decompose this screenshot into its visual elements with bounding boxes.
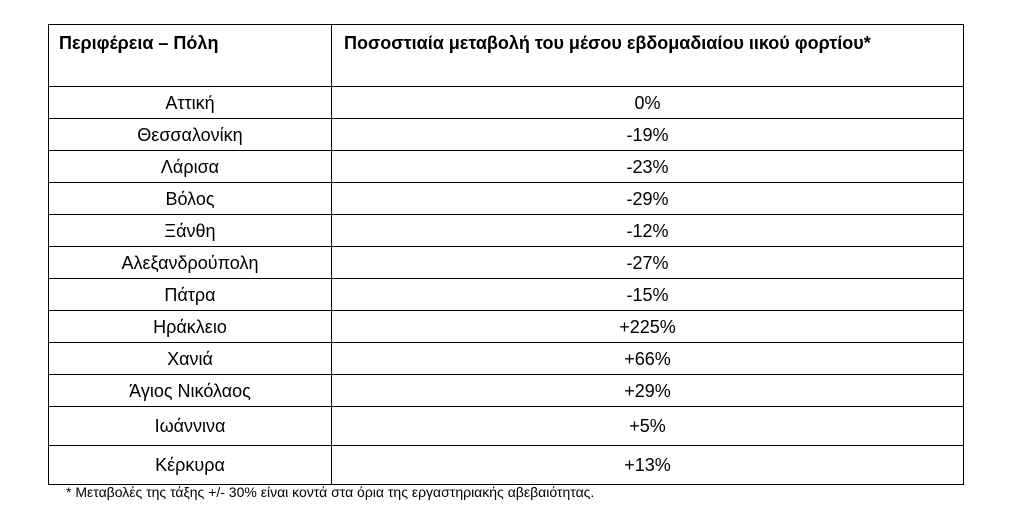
region-cell: Ιωάννινα	[48, 406, 332, 446]
change-cell: -12%	[331, 214, 964, 247]
region-cell: Χανιά	[48, 342, 332, 375]
change-cell: -15%	[331, 278, 964, 311]
region-cell: Άγιος Νικόλαος	[48, 374, 332, 407]
table-row: Λάρισα -23%	[48, 150, 964, 183]
table-row: Αλεξανδρούπολη -27%	[48, 246, 964, 279]
region-cell: Αλεξανδρούπολη	[48, 246, 332, 279]
footnote: * Μεταβολές της τάξης +/- 30% είναι κοντ…	[66, 484, 595, 500]
change-cell: +5%	[331, 406, 964, 446]
change-cell: 0%	[331, 86, 964, 119]
header-region: Περιφέρεια – Πόλη	[48, 24, 332, 87]
viral-load-table: Περιφέρεια – Πόλη Ποσοστιαία μεταβολή το…	[48, 24, 964, 485]
region-cell: Πάτρα	[48, 278, 332, 311]
change-cell: -27%	[331, 246, 964, 279]
change-cell: -23%	[331, 150, 964, 183]
table-row: Πάτρα -15%	[48, 278, 964, 311]
table-row: Βόλος -29%	[48, 182, 964, 215]
table-row: Κέρκυρα +13%	[48, 445, 964, 485]
table-row: Άγιος Νικόλαος +29%	[48, 374, 964, 407]
table-row: Αττική 0%	[48, 86, 964, 119]
table-row: Θεσσαλονίκη -19%	[48, 118, 964, 151]
region-cell: Λάρισα	[48, 150, 332, 183]
change-cell: -29%	[331, 182, 964, 215]
table-row: Ιωάννινα +5%	[48, 406, 964, 446]
change-cell: +29%	[331, 374, 964, 407]
table-row: Ξάνθη -12%	[48, 214, 964, 247]
region-cell: Ξάνθη	[48, 214, 332, 247]
table-row: Χανιά +66%	[48, 342, 964, 375]
region-cell: Αττική	[48, 86, 332, 119]
table-header-row: Περιφέρεια – Πόλη Ποσοστιαία μεταβολή το…	[48, 24, 964, 87]
change-cell: +225%	[331, 310, 964, 343]
header-change: Ποσοστιαία μεταβολή του μέσου εβδομαδιαί…	[331, 24, 964, 87]
region-cell: Ηράκλειο	[48, 310, 332, 343]
region-cell: Κέρκυρα	[48, 445, 332, 485]
table-row: Ηράκλειο +225%	[48, 310, 964, 343]
change-cell: +13%	[331, 445, 964, 485]
region-cell: Βόλος	[48, 182, 332, 215]
region-cell: Θεσσαλονίκη	[48, 118, 332, 151]
change-cell: -19%	[331, 118, 964, 151]
change-cell: +66%	[331, 342, 964, 375]
